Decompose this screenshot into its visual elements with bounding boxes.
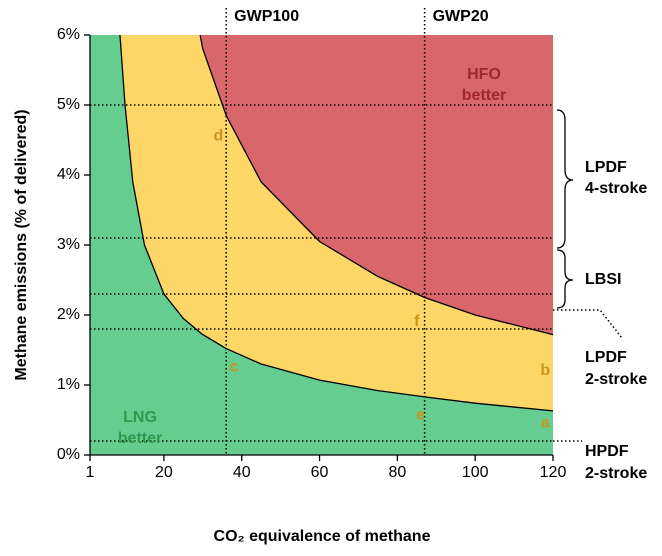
- y-tick-label: 5%: [57, 96, 80, 113]
- brace: [556, 249, 574, 309]
- region-label: better: [462, 87, 506, 104]
- x-tick-label: 20: [155, 464, 173, 481]
- region-label: LNG: [123, 409, 157, 426]
- engine-label: HPDF: [585, 443, 629, 460]
- leader-line: [553, 309, 623, 339]
- y-tick-label: 2%: [57, 306, 80, 323]
- x-tick-label: 80: [388, 464, 406, 481]
- y-tick-label: 6%: [57, 26, 80, 43]
- brace: [556, 109, 574, 249]
- point-label: d: [214, 128, 224, 145]
- point-label: b: [540, 362, 550, 379]
- x-axis-label: CO₂ equivalence of methane: [214, 528, 431, 545]
- engine-label: LPDF: [585, 159, 627, 176]
- region-fill: [200, 35, 553, 335]
- point-label: f: [414, 313, 420, 330]
- x-tick-label: 60: [311, 464, 329, 481]
- region-label: better: [118, 430, 162, 447]
- reference-label: GWP20: [433, 8, 489, 25]
- boundary-line: [199, 34, 554, 336]
- engine-label: 2-stroke: [585, 371, 647, 388]
- boundary-line: [119, 34, 554, 412]
- reference-label: GWP100: [234, 8, 299, 25]
- x-tick-label: 1: [86, 464, 95, 481]
- point-label: a: [541, 415, 550, 432]
- region-label: HFO: [467, 66, 501, 83]
- point-label: e: [416, 406, 425, 423]
- y-tick-label: 1%: [57, 376, 80, 393]
- engine-label: LPDF: [585, 349, 627, 366]
- y-axis-label: Methane emissions (% of delivered): [13, 109, 30, 380]
- engine-label: 2-stroke: [585, 465, 647, 482]
- x-tick-label: 40: [233, 464, 251, 481]
- x-tick-label: 100: [462, 464, 489, 481]
- point-label: c: [230, 359, 239, 376]
- x-tick-label: 120: [540, 464, 567, 481]
- y-tick-label: 3%: [57, 236, 80, 253]
- y-tick-label: 0%: [57, 446, 80, 463]
- y-tick-label: 4%: [57, 166, 80, 183]
- engine-label: 4-stroke: [585, 180, 647, 197]
- engine-label: LBSI: [585, 271, 621, 288]
